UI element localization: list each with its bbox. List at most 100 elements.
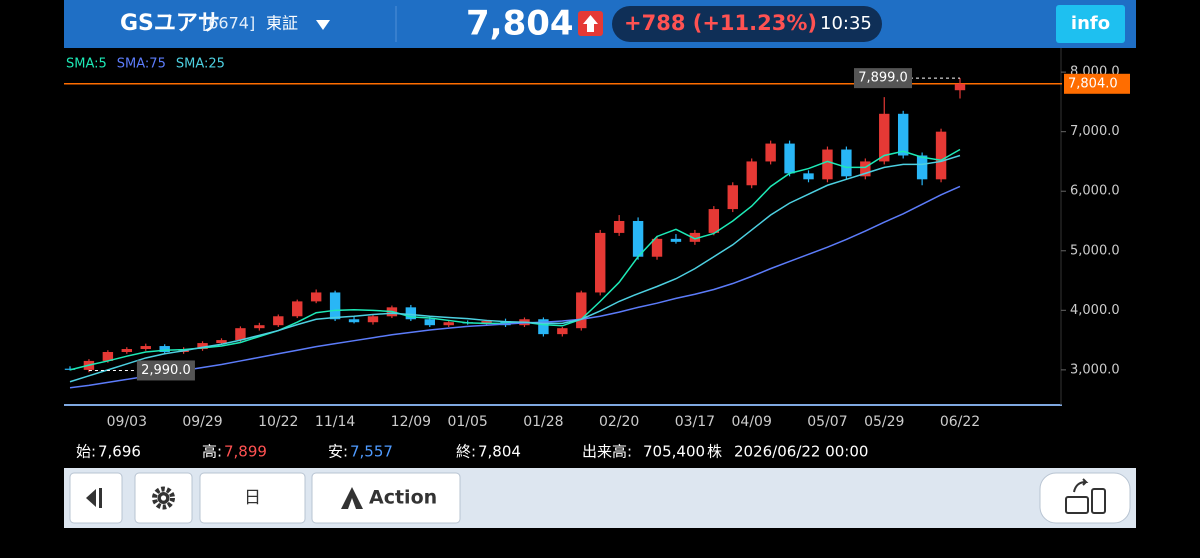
info-label[interactable]: info	[1071, 13, 1110, 34]
y-tick-label: 4,000.0	[1070, 303, 1120, 318]
candle-body	[822, 149, 833, 180]
candle-body	[481, 321, 492, 324]
gear-hole	[160, 495, 167, 501]
candle-body	[329, 292, 341, 320]
stock-code: [6674]	[202, 14, 255, 33]
candle-body	[765, 143, 776, 162]
ohlc-value: 7,804	[478, 443, 521, 461]
action-icon-cut	[348, 498, 356, 509]
info-button[interactable]	[1056, 5, 1125, 43]
x-tick-label: 03/17	[675, 414, 715, 430]
x-tick-label: 01/28	[523, 414, 563, 430]
ohlc-row: 始: 7,696 高: 7,899 安: 7,557 終: 7,804	[76, 443, 521, 461]
min-label: 2,990.0	[141, 363, 191, 378]
candle-body	[254, 325, 265, 329]
sma-line	[69, 154, 961, 383]
candle-body	[405, 307, 417, 320]
volume-label: 出来高:	[582, 443, 632, 461]
candle-body	[367, 316, 379, 323]
action-button[interactable]	[311, 472, 461, 524]
ohlc-value: 7,557	[350, 443, 393, 461]
back-icon	[86, 489, 96, 507]
sma-line	[69, 185, 961, 389]
ohlc-label: 始:	[76, 443, 96, 461]
change-pill	[612, 6, 882, 42]
legend-entry: SMA:75	[117, 57, 166, 72]
y-tick-label: 5,000.0	[1070, 243, 1120, 258]
candle-body	[784, 143, 795, 174]
x-tick-label: 04/09	[732, 414, 772, 430]
rotate-icon-landscape	[1065, 496, 1089, 514]
date: 2026/06/22 00:00	[734, 443, 868, 461]
chart: 3,000.04,000.05,000.06,000.07,000.08,000…	[64, 57, 1130, 430]
candle-body	[292, 301, 303, 317]
up-arrow	[583, 15, 598, 32]
x-tick-label: 06/22	[940, 414, 980, 430]
y-tick-label: 6,000.0	[1070, 184, 1120, 199]
back-icon-bar	[99, 488, 102, 508]
candle-body	[860, 161, 871, 177]
y-tick-label: 3,000.0	[1070, 362, 1120, 377]
min-tag	[136, 360, 195, 381]
candle-body	[235, 328, 246, 341]
candle-body	[613, 220, 625, 233]
candle-body	[632, 220, 644, 257]
candle-body	[273, 316, 284, 326]
candle-body	[841, 149, 852, 177]
candle-body	[879, 113, 890, 162]
volume-value: 705,400	[643, 443, 705, 461]
rotate-icon-arrow	[1073, 478, 1089, 493]
x-tick-label: 10/22	[258, 414, 298, 430]
candle-body	[576, 292, 587, 329]
time: 10:35	[820, 13, 872, 34]
legend-entry: SMA:25	[176, 57, 225, 72]
candle-body	[935, 131, 947, 180]
candle-body	[140, 346, 151, 350]
max-label: 7,899.0	[858, 71, 908, 86]
period-button[interactable]	[199, 472, 306, 524]
candle-body	[348, 319, 360, 323]
candle-body	[538, 319, 549, 335]
ohlc-label: 安:	[328, 443, 348, 461]
x-tick-label: 09/29	[182, 414, 222, 430]
legend-entry: SMA:5	[66, 57, 107, 72]
x-tick-label: 05/29	[864, 414, 904, 430]
candle-body	[102, 352, 114, 361]
max-tag	[854, 68, 912, 89]
period-label[interactable]: 日	[244, 488, 261, 508]
market: 東証	[266, 14, 298, 33]
x-tick-label: 05/07	[807, 414, 847, 430]
x-tick-label: 12/09	[391, 414, 431, 430]
candle-body	[746, 161, 757, 186]
candle-body	[651, 238, 663, 257]
candle-body	[121, 349, 133, 353]
x-tick-label: 09/03	[107, 414, 147, 430]
volume-unit: 株	[707, 443, 722, 461]
candle-body	[443, 322, 454, 326]
x-tick-label: 01/05	[447, 414, 487, 430]
stock-name[interactable]: GSユアサ	[120, 11, 220, 36]
candle-body	[197, 343, 208, 350]
current-price-tag	[1064, 73, 1130, 94]
candle-body	[689, 232, 701, 242]
candle-body	[670, 238, 682, 242]
candle-body	[954, 83, 966, 91]
dropdown-arrow[interactable]	[316, 20, 330, 30]
candle-body	[916, 155, 928, 180]
ohlc-label: 高:	[202, 443, 222, 461]
ohlc-label: 終:	[456, 443, 476, 461]
candle-body	[310, 292, 322, 302]
action-label[interactable]: Action	[369, 487, 437, 509]
candle-body	[424, 319, 435, 326]
candle-body	[803, 173, 814, 180]
sma-line	[69, 148, 961, 371]
current-price-label: 7,804.0	[1068, 76, 1118, 91]
price: 7,804	[466, 4, 574, 44]
candle-body	[216, 340, 227, 344]
gear-teeth	[152, 486, 175, 510]
candle-body	[159, 346, 170, 353]
ohlc-value: 7,899	[224, 443, 267, 461]
candle-body	[727, 185, 738, 210]
